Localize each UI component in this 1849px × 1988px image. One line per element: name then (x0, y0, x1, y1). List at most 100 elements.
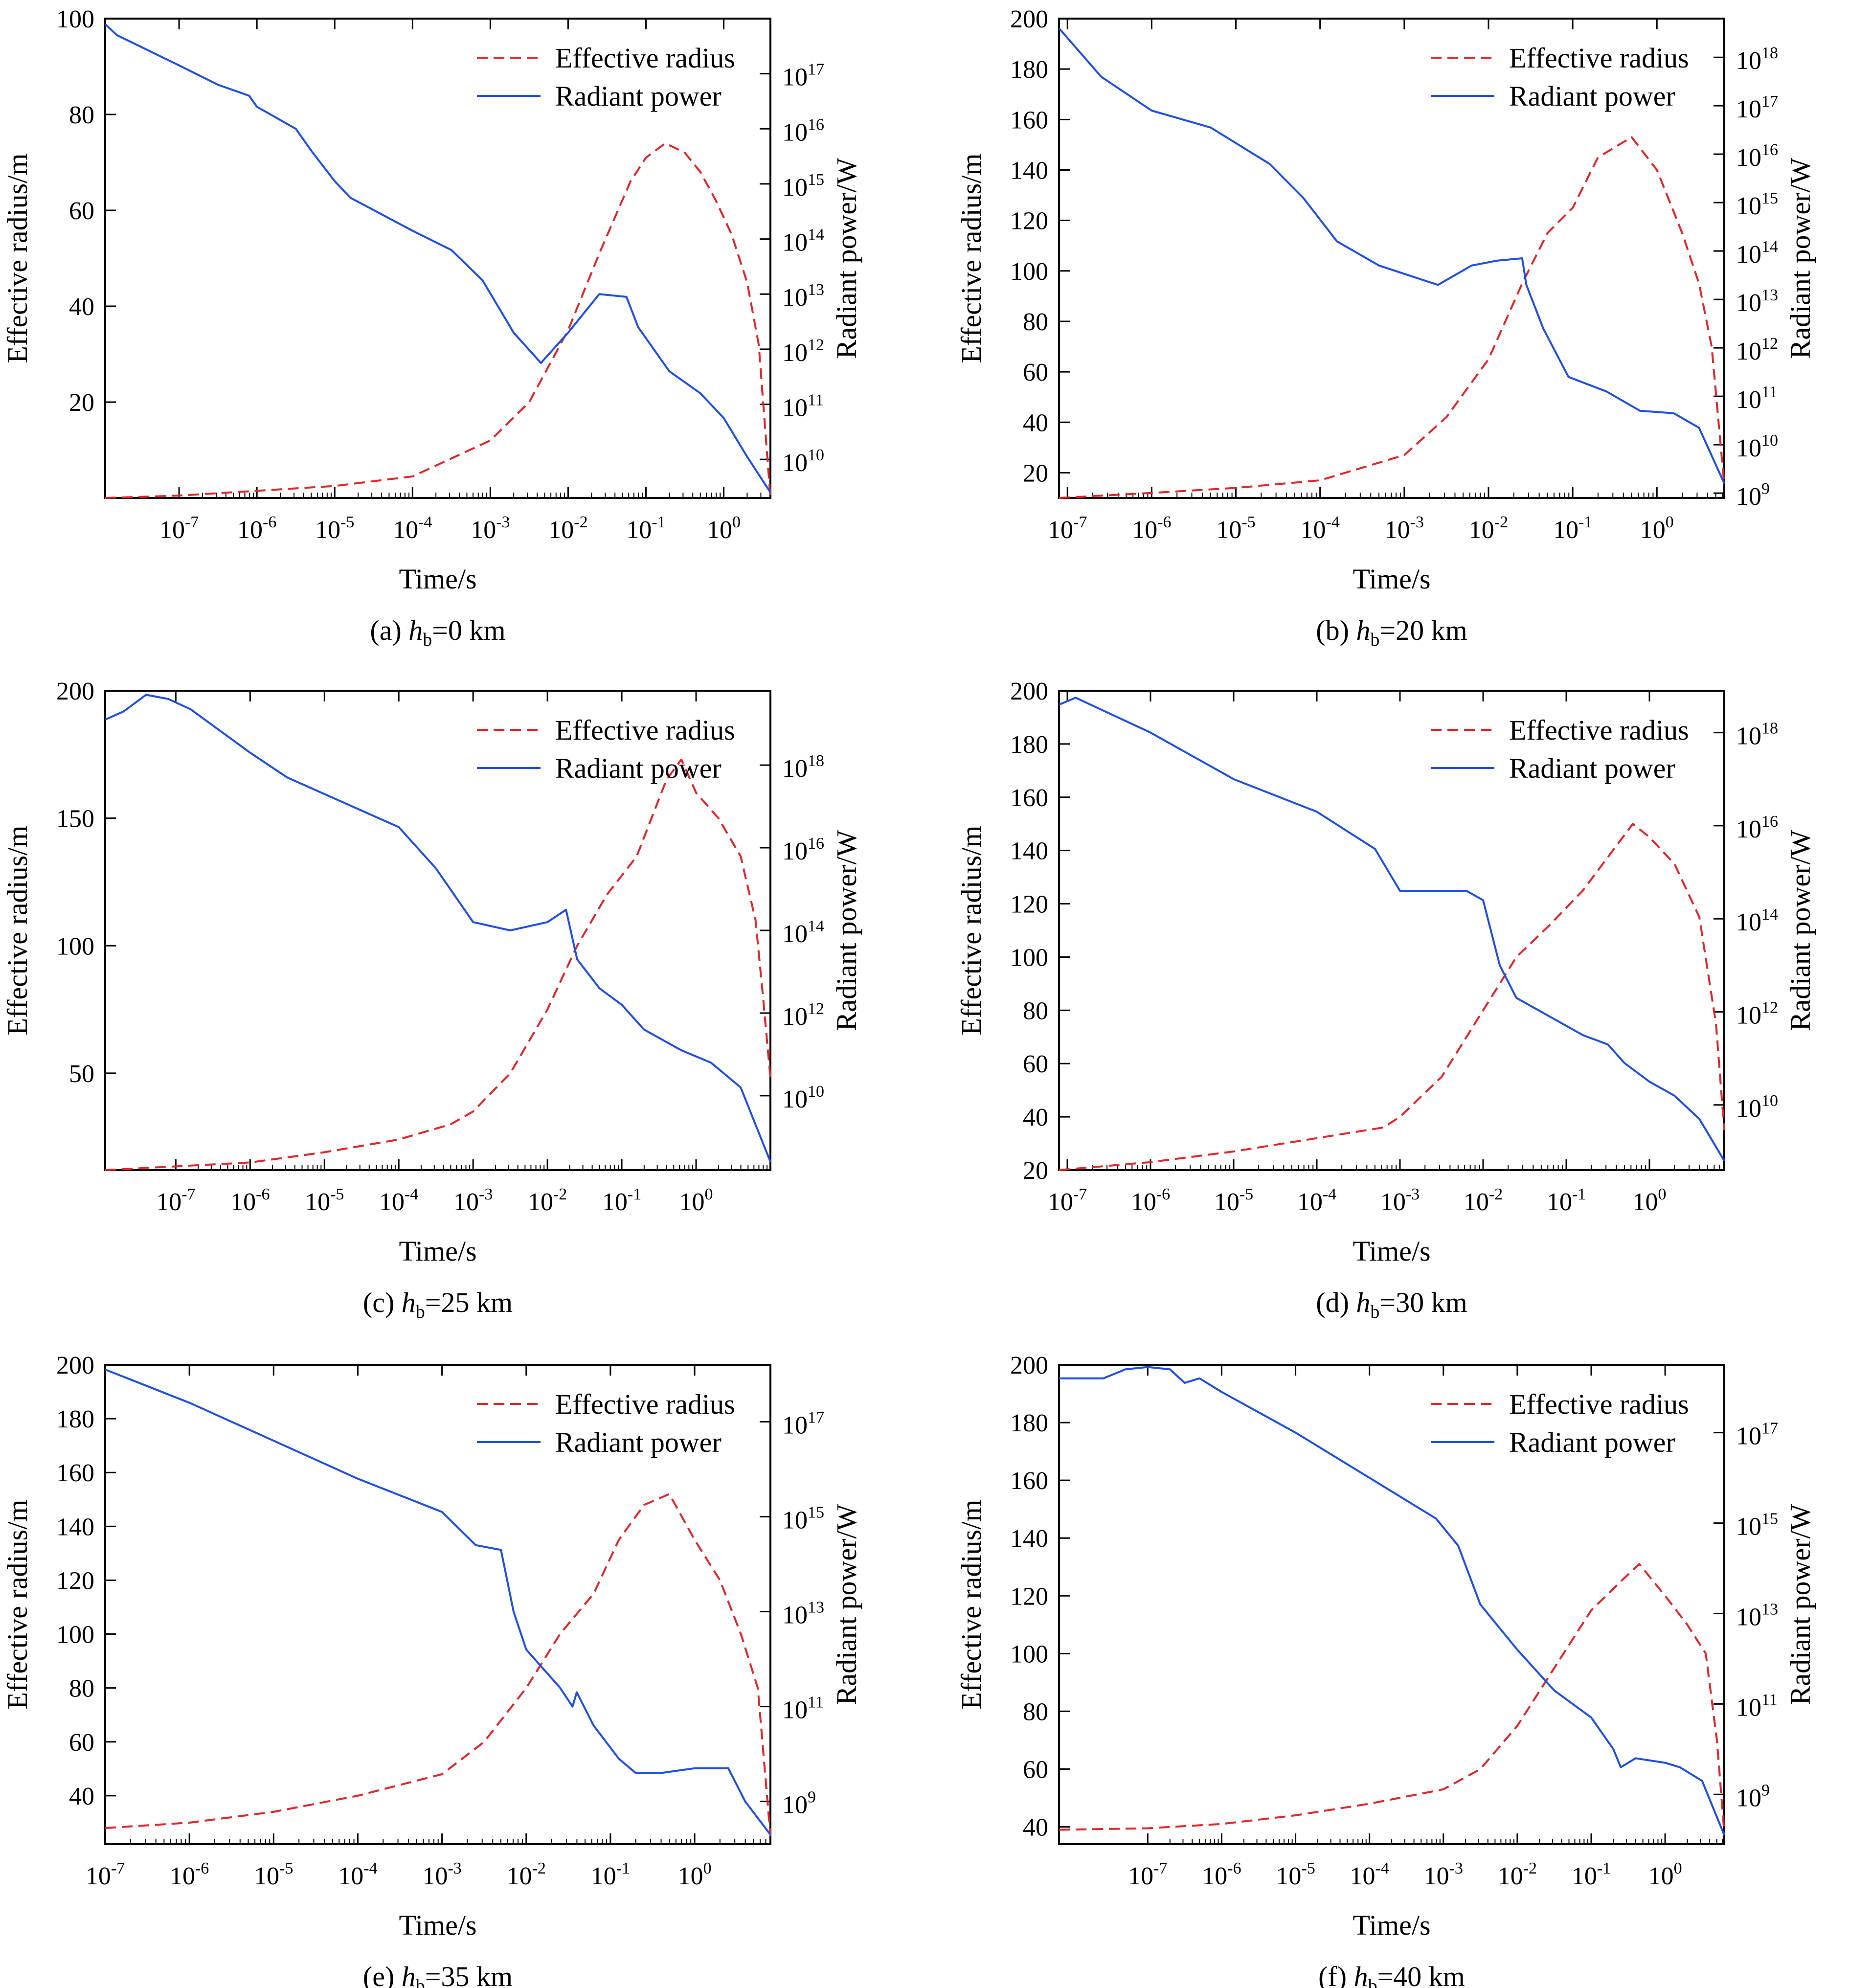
y-left-tick-label: 180 (1010, 56, 1048, 84)
effective-radius-line (1059, 1563, 1725, 1833)
x-tick-label: 10-3 (453, 1185, 493, 1216)
legend-label-power: Radiant power (555, 752, 722, 784)
y-left-tick-label: 120 (1010, 207, 1048, 235)
y-right-tick-label: 1011 (1736, 383, 1778, 414)
legend-label-power: Radiant power (1509, 1426, 1675, 1458)
y-right-tick-label: 1012 (1736, 335, 1778, 365)
x-tick-label: 100 (1648, 1859, 1682, 1890)
y-right-tick-label: 1017 (782, 1408, 824, 1439)
x-tick-label: 100 (707, 513, 741, 544)
y-right-axis-label: Radiant power/W (831, 158, 862, 359)
y-right-axis-label: Radiant power/W (1784, 158, 1816, 359)
x-tick-label: 10-1 (626, 513, 665, 544)
x-tick-label: 100 (678, 1859, 712, 1890)
y-left-axis-label: Effective radius/m (1, 826, 33, 1036)
y-right-tick-label: 1011 (782, 1694, 824, 1724)
x-tick-label: 10-2 (1469, 513, 1508, 544)
y-right-tick-label: 1012 (1736, 999, 1778, 1030)
y-left-tick-label: 180 (1010, 731, 1048, 759)
y-left-tick-label: 20 (1023, 1157, 1048, 1185)
panel-caption: (b) hb=20 km (1316, 614, 1467, 650)
x-tick-label: 10-1 (591, 1859, 630, 1890)
y-right-tick-label: 1010 (782, 446, 824, 477)
y-right-tick-label: 109 (1736, 1781, 1770, 1812)
x-tick-label: 10-2 (528, 1185, 567, 1216)
x-tick-label: 10-4 (393, 513, 432, 544)
x-tick-label: 10-1 (602, 1185, 641, 1216)
legend-label-power: Radiant power (555, 1426, 722, 1458)
y-left-tick-label: 180 (1010, 1409, 1048, 1437)
legend-label-power: Radiant power (1509, 752, 1675, 784)
y-left-tick-label: 160 (1010, 784, 1048, 812)
x-tick-label: 10-7 (156, 1185, 195, 1216)
y-left-tick-label: 120 (1010, 1582, 1048, 1610)
chart-panel-f: 10-7 10-6 10-5 10-4 10-3 10-2 10-1 100 40 60 80 100… (955, 1352, 1816, 1988)
x-axis-label: Time/s (399, 1235, 476, 1267)
x-tick-label: 10-7 (86, 1859, 125, 1890)
y-left-tick-label: 60 (69, 1729, 94, 1757)
y-left-tick-label: 100 (1010, 1640, 1048, 1668)
panel-caption: (c) hb=25 km (363, 1287, 513, 1322)
y-left-tick-label: 140 (1010, 1525, 1048, 1553)
x-tick-label: 10-7 (1048, 1185, 1087, 1216)
y-right-tick-label: 1016 (782, 835, 824, 865)
x-tick-label: 10-5 (305, 1185, 344, 1216)
effective-radius-line (1059, 823, 1725, 1171)
y-left-tick-label: 160 (56, 1459, 94, 1487)
y-left-tick-label: 60 (69, 197, 94, 225)
x-tick-label: 10-1 (1547, 1185, 1586, 1216)
x-tick-label: 10-1 (1572, 1859, 1611, 1890)
chart-panel-c: 10-7 10-6 10-5 10-4 10-3 10-2 10-1 100 50 100 150 2… (1, 678, 862, 1322)
x-tick-label: 10-7 (1128, 1859, 1167, 1890)
y-right-tick-label: 1014 (1736, 238, 1778, 269)
legend-label-radius: Effective radius (1509, 42, 1689, 74)
radiant-power-line (104, 23, 771, 493)
x-tick-label: 10-4 (1297, 1185, 1336, 1216)
y-left-tick-label: 60 (1023, 359, 1048, 386)
legend-label-radius: Effective radius (555, 42, 735, 74)
y-left-tick-label: 200 (56, 1352, 94, 1379)
y-right-tick-label: 1018 (1736, 44, 1778, 75)
radiant-power-line (1059, 1366, 1725, 1836)
y-right-tick-label: 1012 (782, 336, 824, 367)
x-tick-label: 10-6 (1132, 513, 1171, 544)
x-tick-label: 10-3 (1385, 513, 1424, 544)
y-left-tick-label: 150 (56, 805, 94, 833)
y-right-tick-label: 1011 (782, 391, 824, 422)
x-tick-label: 10-6 (1202, 1859, 1241, 1890)
y-left-axis-label: Effective radius/m (955, 826, 987, 1036)
y-left-tick-label: 80 (69, 1675, 94, 1703)
y-left-tick-label: 80 (1023, 308, 1048, 336)
y-left-tick-label: 200 (1010, 678, 1048, 705)
x-tick-label: 10-5 (254, 1859, 293, 1890)
x-tick-label: 10-6 (170, 1859, 209, 1890)
x-tick-label: 10-2 (1498, 1859, 1537, 1890)
y-left-tick-label: 200 (56, 678, 94, 705)
x-tick-label: 10-3 (422, 1859, 461, 1890)
x-axis-label: Time/s (1353, 1909, 1430, 1941)
plot-frame (104, 18, 771, 499)
y-right-axis-label: Radiant power/W (1784, 830, 1816, 1031)
y-left-axis-label: Effective radius/m (955, 154, 987, 363)
y-right-tick-label: 1013 (1736, 286, 1778, 317)
radiant-power-line (1059, 697, 1725, 1162)
y-right-tick-label: 1014 (782, 226, 824, 257)
x-tick-label: 10-5 (315, 513, 354, 544)
y-left-tick-label: 20 (69, 389, 94, 417)
y-left-tick-label: 50 (69, 1060, 94, 1088)
radiant-power-line (105, 1368, 771, 1835)
y-right-tick-label: 109 (782, 1788, 816, 1819)
y-right-tick-label: 1015 (782, 1503, 824, 1534)
x-tick-label: 10-1 (1553, 513, 1592, 544)
y-left-axis-label: Effective radius/m (1, 154, 33, 363)
y-left-tick-label: 80 (1023, 997, 1048, 1025)
y-left-tick-label: 160 (1010, 1467, 1048, 1495)
y-right-tick-label: 1017 (1736, 92, 1778, 123)
y-right-tick-label: 1015 (1736, 1510, 1778, 1541)
y-left-tick-label: 60 (1023, 1756, 1048, 1784)
legend-label-power: Radiant power (1509, 80, 1675, 112)
y-left-tick-label: 40 (1023, 1104, 1048, 1131)
y-left-tick-label: 200 (1010, 1352, 1048, 1379)
y-right-tick-label: 1013 (782, 281, 824, 312)
